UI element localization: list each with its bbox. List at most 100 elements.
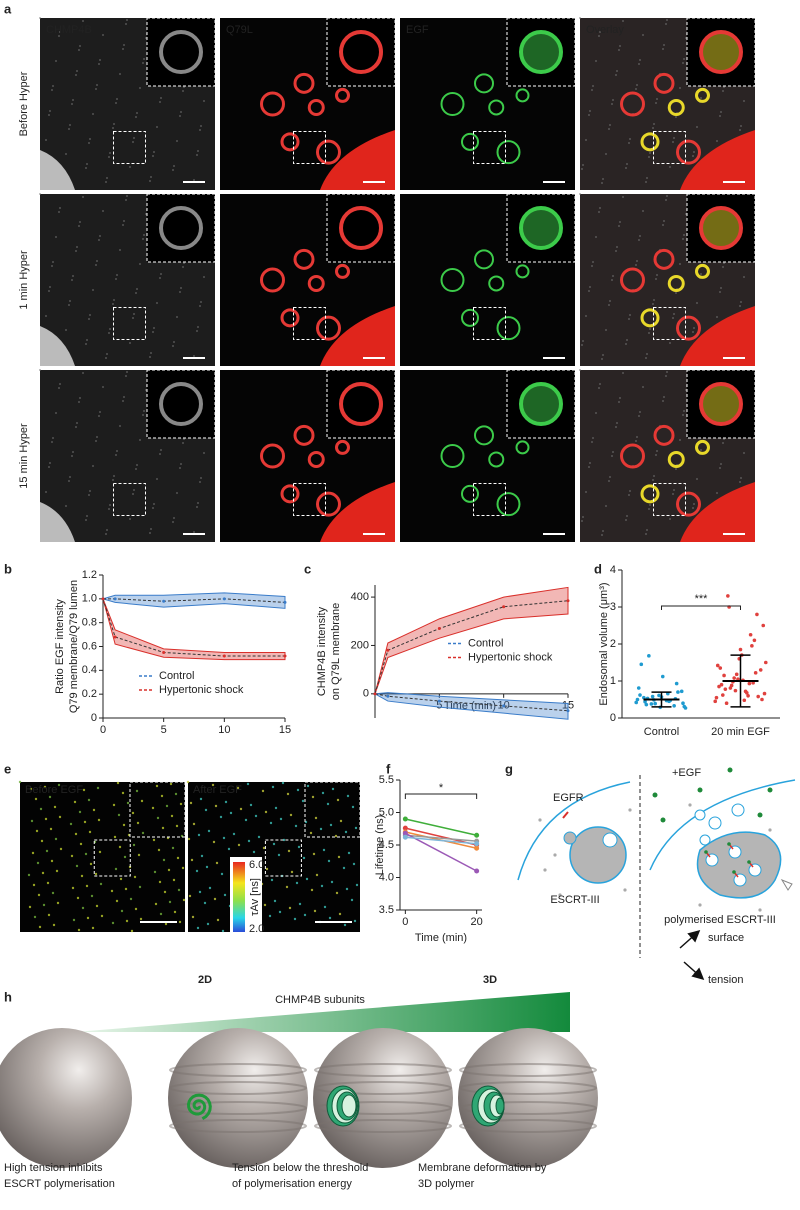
speckle [108,332,110,334]
escrt-subunit [558,893,562,897]
inset [326,369,396,439]
flim-pixel [138,885,142,889]
speckle [150,176,152,178]
vesicle-sphere [458,1028,598,1168]
data-point [283,654,287,658]
ridge [459,1063,597,1077]
endosome [515,440,530,455]
flim-pixel [95,904,99,908]
flim-pixel [100,914,104,918]
ridge [169,1101,307,1115]
speckle [646,353,648,355]
speckle [655,102,657,104]
ridge [459,1081,597,1095]
endosome [474,425,494,446]
flim-pixel [293,917,297,921]
speckle [133,137,135,139]
ridge [169,1081,307,1095]
speckle [76,246,78,248]
speckle [72,99,74,101]
speckle [652,127,654,129]
flim-pixel [294,824,298,828]
flim-pixel [153,870,157,874]
flim-pixel [310,888,314,892]
flim-pixel [162,858,166,862]
endosome [667,274,685,292]
flim-pixel [178,920,182,924]
speckle [649,504,651,506]
endosome [307,450,325,468]
speckle [78,401,80,403]
speckle [636,436,638,438]
flim-pixel [98,850,102,854]
flim-pixel [58,815,62,819]
data-point [162,599,166,603]
flim-pixel [351,805,355,809]
arrow-label: tension [708,974,743,986]
speckle [739,305,741,307]
flim-pixel [263,903,267,907]
speckle [616,422,618,424]
data-point [681,701,685,705]
flim-pixel [53,805,57,809]
speckle [200,477,202,479]
speckle [153,503,155,505]
speckle [652,303,654,305]
speckle [139,87,141,89]
panel-letter: f [386,761,391,776]
speckle [179,291,181,293]
speckle [76,70,78,72]
error-band [373,692,569,720]
roi [113,483,146,517]
speckle [69,476,71,478]
flim-pixel [188,894,192,898]
speckle [666,371,668,373]
speckle [159,101,161,103]
data-point [373,692,377,696]
speckle [129,342,131,344]
flim-pixel [327,859,331,863]
speckle [58,35,60,37]
flim-pixel [78,810,82,814]
flim-pixel [306,784,310,788]
endosome [307,274,325,292]
speckle [693,151,695,153]
speckle [579,17,581,19]
flim-pixel [268,914,272,918]
roi [473,131,506,165]
series-line [404,832,478,872]
caption: ESCRT polymerisation [4,1178,115,1190]
flim-pixel [154,902,158,906]
endosome [620,91,645,117]
speckle [86,339,88,341]
speckle [82,372,84,374]
y-axis-label: Q79 membrane/Q79 lumen [68,580,80,713]
y-tick-label: 4.5 [379,839,394,851]
data-point [722,673,726,678]
data-point [723,687,728,691]
vesicle [731,803,745,817]
speckle [173,165,175,167]
flim-pixel [82,788,86,792]
flim-pixel [207,829,211,833]
flim-pixel [85,884,89,888]
flim-pixel [223,893,227,897]
legend-label: Hypertonic shock [468,651,553,663]
flim-pixel [47,913,51,917]
flim-pixel [203,901,207,905]
speckle [589,110,591,112]
speckle [200,301,202,303]
flim-pixel [111,921,115,925]
speckle [662,400,664,402]
speckle [669,342,671,344]
flim-pixel [30,819,34,823]
vesicle [694,809,706,821]
y-tick-label: 200 [351,639,369,651]
flim-pixel [172,878,176,882]
speckle [112,479,114,481]
flim-pixel [84,852,88,856]
speckle [589,286,591,288]
speckle [116,274,118,276]
speckle [675,468,677,470]
speckle [69,124,71,126]
